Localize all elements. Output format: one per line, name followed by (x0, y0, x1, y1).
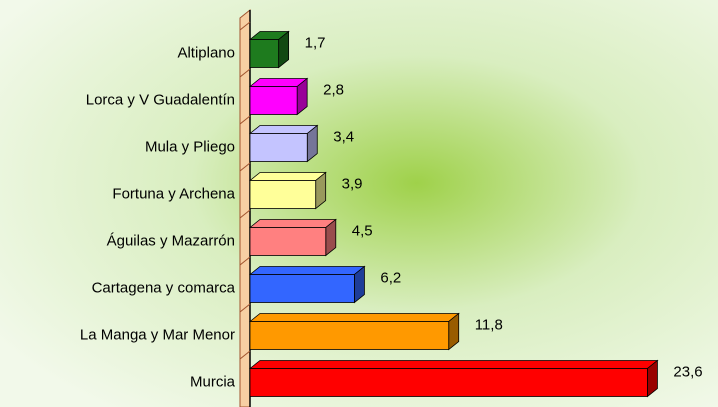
axis-tick (239, 209, 251, 219)
axis-tick (239, 256, 251, 266)
value-label: 23,6 (673, 363, 702, 380)
value-label: 1,7 (305, 34, 326, 51)
y-tick-label: Altiplano (177, 44, 235, 61)
value-label: 3,4 (333, 128, 354, 145)
axis-tick (239, 162, 251, 172)
bar (249, 86, 298, 115)
axis-wall (239, 8, 251, 407)
axis-tick (239, 350, 251, 360)
bar-top (248, 219, 337, 228)
bar-top (248, 172, 327, 181)
y-tick-label: Fortuna y Archena (112, 185, 235, 202)
value-label: 6,2 (380, 269, 401, 286)
y-tick-label: Mula y Pliego (145, 138, 235, 155)
bar-side-shade (448, 313, 459, 350)
value-label: 3,9 (342, 175, 363, 192)
value-label: 2,8 (323, 81, 344, 98)
bar (249, 227, 327, 256)
axis-tick (239, 21, 251, 31)
bar-side-shade (315, 172, 326, 209)
bar-top (248, 125, 319, 134)
value-label: 11,8 (475, 316, 503, 333)
value-label: 4,5 (352, 222, 373, 239)
bar (249, 133, 308, 162)
y-tick-label: Murcia (190, 373, 236, 390)
axis-tick (239, 115, 251, 125)
bar (249, 274, 355, 303)
axis-tick (239, 303, 251, 313)
bar (249, 180, 317, 209)
y-tick-label: Cartagena y comarca (92, 279, 236, 296)
bar-side-shade (307, 125, 318, 162)
bar-top (248, 266, 366, 275)
y-tick-label: Lorca y V Guadalentín (86, 91, 235, 108)
bar-top (248, 313, 460, 322)
bar-side-shade (325, 219, 336, 256)
axis-tick (239, 68, 251, 78)
bar (249, 39, 280, 68)
bar-side-shade (354, 266, 365, 303)
bar-side-shade (647, 360, 658, 397)
y-tick-label: Águilas y Mazarrón (107, 232, 235, 249)
bar-top (248, 360, 659, 369)
bar-side-shade (278, 31, 289, 68)
bar (249, 368, 648, 397)
bar-side-shade (297, 78, 308, 115)
y-tick-label: La Manga y Mar Menor (80, 326, 235, 343)
bar (249, 321, 450, 350)
